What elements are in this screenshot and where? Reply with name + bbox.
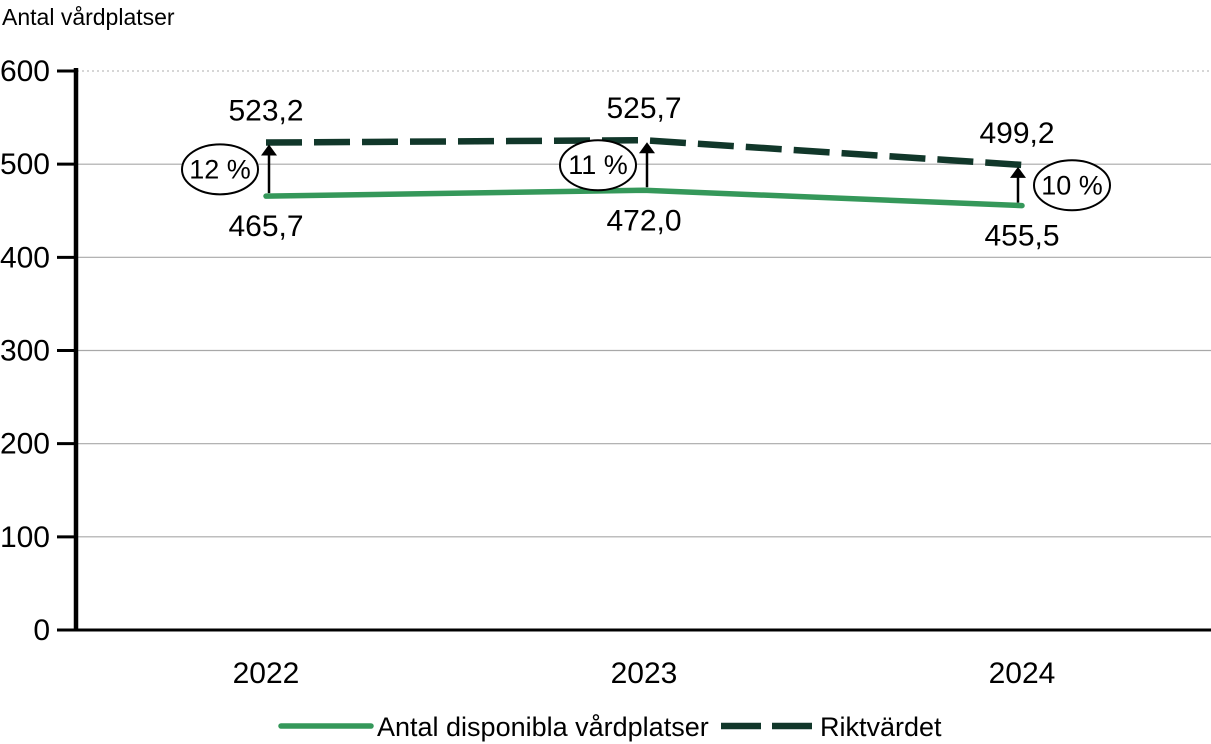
y-tick-label: 400 bbox=[0, 241, 50, 274]
x-tick-label: 2024 bbox=[989, 657, 1056, 690]
x-tick-labels: 2022 2023 2024 bbox=[233, 657, 1056, 690]
x-tick-label: 2023 bbox=[611, 657, 678, 690]
y-tick-label: 200 bbox=[0, 428, 50, 461]
annotation-2024: 10 % bbox=[1010, 159, 1111, 212]
y-tick-label: 0 bbox=[33, 614, 50, 647]
x-tick-label: 2022 bbox=[233, 657, 300, 690]
arrow-head bbox=[261, 144, 277, 156]
y-tick-label: 300 bbox=[0, 335, 50, 368]
series-disponibla-line bbox=[263, 187, 1025, 209]
annotation-label: 11 % bbox=[568, 150, 628, 180]
legend-label-disponibla: Antal disponibla vårdplatser bbox=[377, 712, 709, 742]
annotation-2023: 11 % bbox=[559, 139, 655, 192]
annotation-ellipse bbox=[1033, 159, 1111, 212]
series-riktvardet-line bbox=[265, 136, 1023, 169]
data-label: 523,2 bbox=[228, 95, 303, 128]
annotation-label: 10 % bbox=[1041, 170, 1103, 200]
gridlines bbox=[77, 70, 1211, 538]
data-label: 499,2 bbox=[979, 117, 1054, 150]
y-tick-label: 500 bbox=[0, 148, 50, 181]
y-axis bbox=[57, 68, 79, 632]
legend-label-riktvardet: Riktvärdet bbox=[820, 712, 942, 742]
data-label: 472,0 bbox=[606, 204, 681, 237]
legend: Antal disponibla vårdplatser Riktvärdet bbox=[278, 712, 942, 742]
arrow-head bbox=[639, 142, 655, 154]
y-tick-label: 600 bbox=[0, 55, 50, 88]
y-tick-label: 100 bbox=[0, 521, 50, 554]
annotation-2022: 12 % bbox=[181, 143, 277, 196]
chart-title: Antal vårdplatser bbox=[2, 4, 175, 30]
data-labels: 523,2 525,7 499,2 465,7 472,0 455,5 bbox=[228, 92, 1059, 252]
y-tick-labels: 600 500 400 300 200 100 0 bbox=[0, 55, 50, 647]
data-label: 525,7 bbox=[606, 92, 681, 125]
annotation-ellipse bbox=[559, 139, 637, 192]
data-label: 455,5 bbox=[984, 220, 1059, 253]
arrow-head bbox=[1010, 166, 1026, 178]
annotation-ellipse bbox=[181, 143, 259, 196]
data-label: 465,7 bbox=[228, 210, 303, 243]
annotation-label: 12 % bbox=[189, 154, 251, 184]
